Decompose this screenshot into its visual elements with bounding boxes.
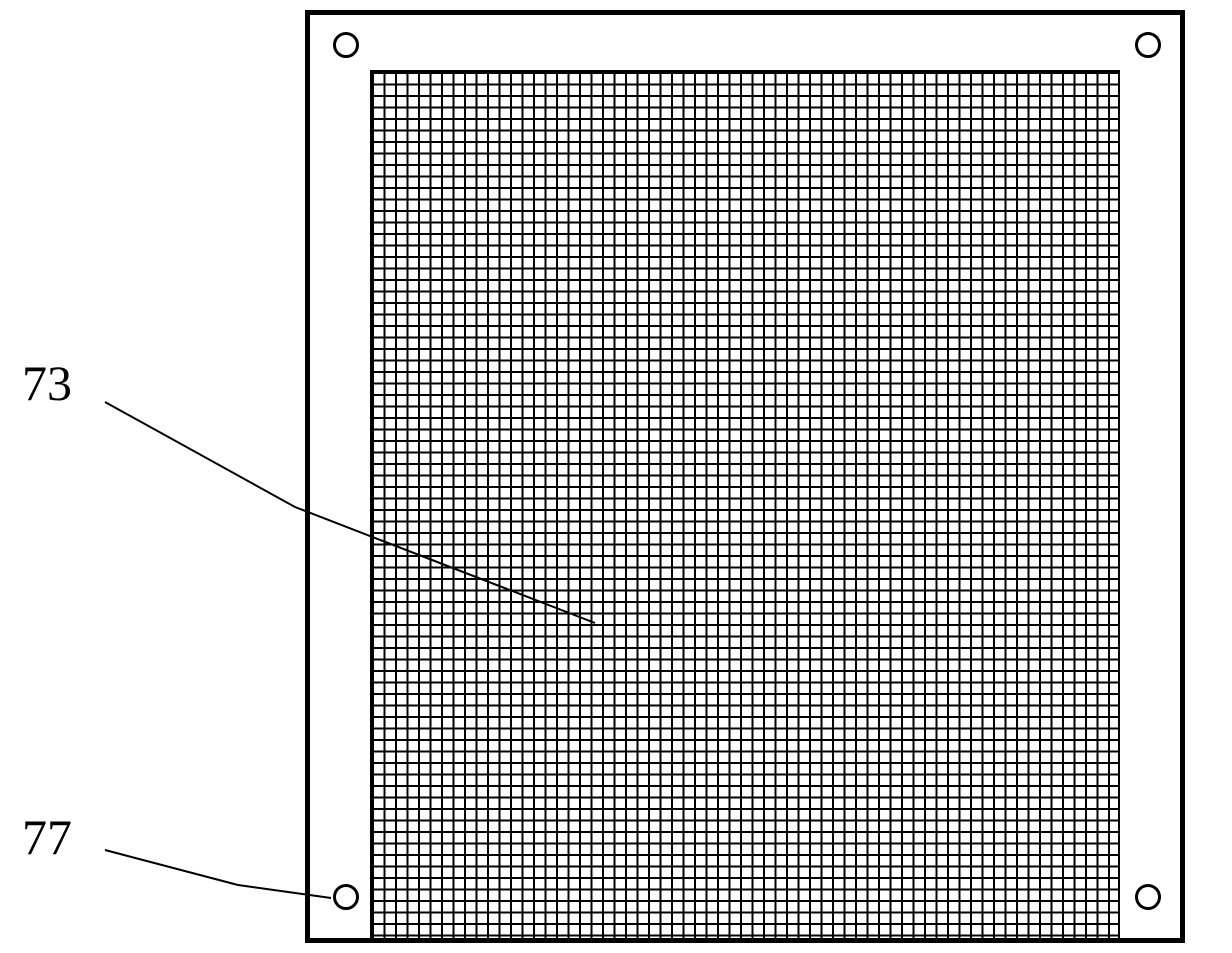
diagram-canvas: 73 77 — [0, 0, 1232, 953]
leader-c77 — [105, 850, 331, 898]
mounting-hole-bottom-left — [333, 884, 359, 910]
mesh-panel — [370, 70, 1120, 940]
callout-label-c77: 77 — [22, 812, 72, 862]
mounting-hole-bottom-right — [1135, 884, 1161, 910]
mounting-hole-top-left — [333, 32, 359, 58]
callout-label-c73: 73 — [22, 358, 72, 408]
leader-c73-seg1 — [105, 402, 295, 507]
mounting-hole-top-right — [1135, 32, 1161, 58]
leader-c77-seg1 — [105, 850, 238, 885]
